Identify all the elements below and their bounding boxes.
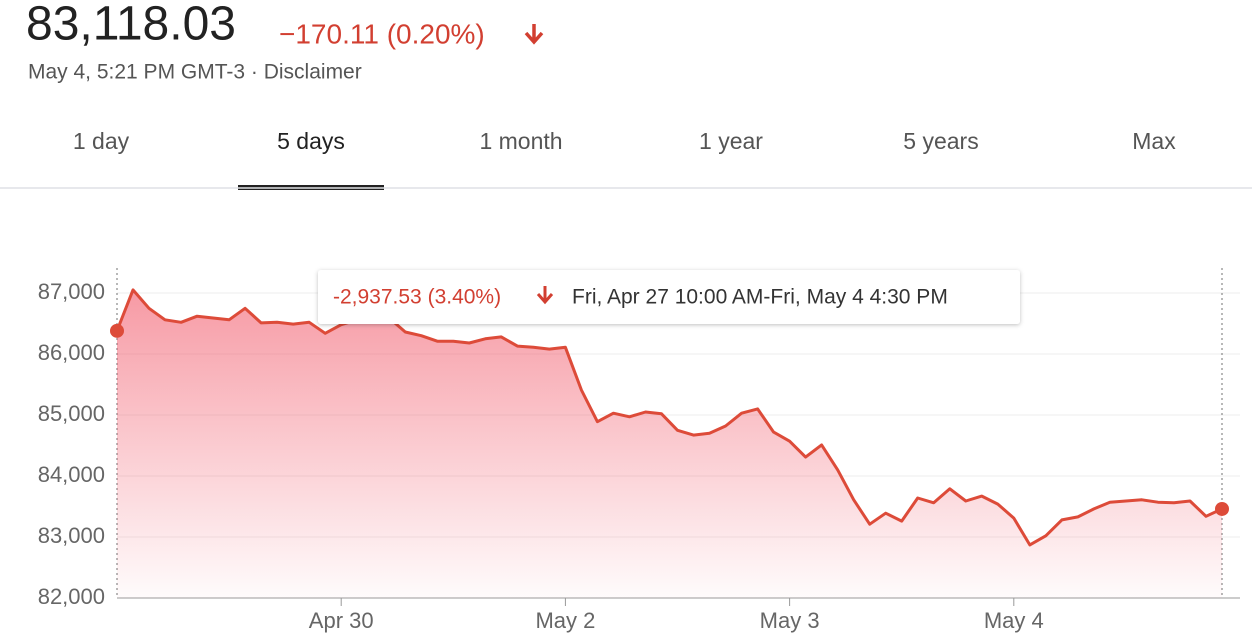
- tab[interactable]: 1 year: [699, 128, 763, 154]
- endpoint-dot: [1215, 501, 1229, 516]
- tab[interactable]: 5 years: [903, 128, 978, 154]
- range-tooltip: -2,937.53 (3.40%) Fri, Apr 27 10:00 AM-Fr…: [318, 270, 1020, 324]
- y-tick-label: 84,000: [38, 462, 105, 487]
- tab[interactable]: 1 day: [73, 128, 130, 154]
- tooltip-arrow: [536, 286, 554, 305]
- price: 83,118.03: [26, 0, 236, 51]
- timestamp: May 4, 5:21 PM GMT-3 · Disclaimer: [28, 61, 362, 84]
- x-tick-label: May 4: [984, 608, 1044, 633]
- tooltip-change: -2,937.53 (3.40%): [333, 286, 501, 309]
- y-tick-label: 83,000: [38, 523, 105, 548]
- endpoint-dot: [110, 323, 124, 338]
- tab[interactable]: Max: [1132, 128, 1176, 154]
- tooltip-box: [318, 270, 1020, 324]
- x-tick-label: May 3: [760, 608, 820, 633]
- x-tick-label: Apr 30: [309, 608, 374, 633]
- tab[interactable]: 1 month: [479, 128, 562, 154]
- area: [117, 289, 1222, 598]
- line: [115, 288, 1223, 547]
- y-tick-label: 82,000: [38, 584, 105, 609]
- x-tick-label: May 2: [535, 608, 595, 633]
- tab-bar: 1 day 5 days 1 month 1 year 5 years Max: [73, 128, 1176, 190]
- chart: 82,000 83,000 84,000 85,000 86,000 87,000 Apr …: [38, 268, 1240, 633]
- down-arrow: [524, 24, 544, 45]
- tab[interactable]: 5 days: [277, 128, 345, 154]
- price-change: −170.11 (0.20%): [279, 18, 485, 49]
- y-tick-label: 87,000: [38, 279, 105, 304]
- y-tick-label: 86,000: [38, 340, 105, 365]
- tooltip-range: Fri, Apr 27 10:00 AM-Fri, May 4 4:30 PM: [572, 286, 948, 309]
- y-tick-label: 85,000: [38, 401, 105, 426]
